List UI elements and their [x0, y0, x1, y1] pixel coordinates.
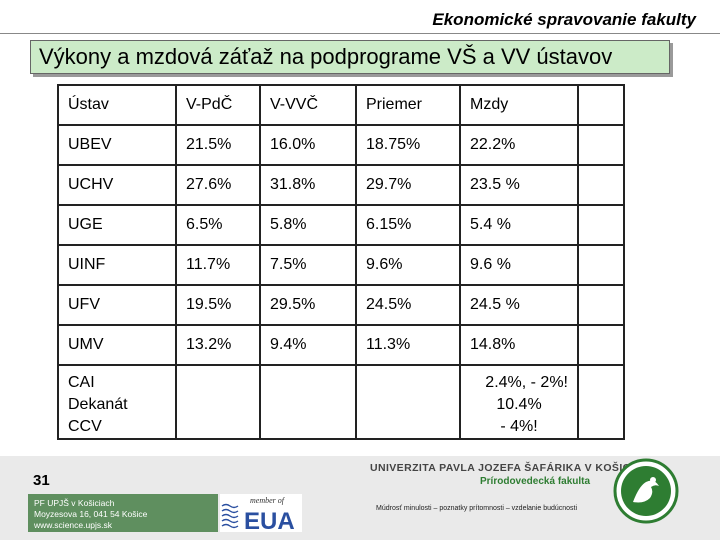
column-header: Mzdy: [459, 84, 579, 126]
table-cell: 5.8%: [259, 204, 357, 246]
column-header: Ústav: [57, 84, 177, 126]
unit-cai: CAI: [68, 374, 95, 391]
table-cell: [577, 284, 625, 326]
table-cell: UFV: [57, 284, 177, 326]
table-cell: [577, 164, 625, 206]
table-cell-wages: 2.4%, - 2%! 10.4% - 4%!: [459, 364, 579, 440]
table-cell: [577, 124, 625, 166]
eua-logo: member of EUA: [220, 494, 302, 532]
unit-dekanat: Dekanát: [68, 396, 128, 413]
table-cell: 6.15%: [355, 204, 461, 246]
header-title: Ekonomické spravovanie fakulty: [432, 10, 696, 29]
faculty-emblem-icon: [613, 458, 679, 524]
table-cell: UBEV: [57, 124, 177, 166]
table-row: UMV 13.2% 9.4% 11.3% 14.8%: [57, 324, 625, 366]
table-cell: 11.7%: [175, 244, 261, 286]
table-cell: 16.0%: [259, 124, 357, 166]
faculty-motto: Múdrosť minulosti – poznatky prítomnosti…: [376, 505, 578, 512]
table-row: UGE 6.5% 5.8% 6.15% 5.4 %: [57, 204, 625, 246]
table-cell: 11.3%: [355, 324, 461, 366]
table-cell: 9.6 %: [459, 244, 579, 286]
table-cell: 14.8%: [459, 324, 579, 366]
table-cell: 9.4%: [259, 324, 357, 366]
table-cell: 21.5%: [175, 124, 261, 166]
table-cell: 19.5%: [175, 284, 261, 326]
address-line: www.science.upjs.sk: [34, 520, 112, 530]
eua-logo-graphic: member of EUA: [221, 496, 295, 532]
table-cell: 23.5 %: [459, 164, 579, 206]
slide-title: Výkony a mzdová záťaž na podprograme VŠ …: [30, 40, 670, 74]
table-cell: [577, 244, 625, 286]
column-header: V-PdČ: [175, 84, 261, 126]
table-cell: [355, 364, 461, 440]
table-cell: 24.5 %: [459, 284, 579, 326]
address-line: PF UPJŠ v Košiciach: [34, 498, 115, 508]
table-cell: [577, 364, 625, 440]
column-header: [577, 84, 625, 126]
table-cell: 27.6%: [175, 164, 261, 206]
table-cell: UCHV: [57, 164, 177, 206]
table-cell: 9.6%: [355, 244, 461, 286]
performance-table: Ústav V-PdČ V-VVČ Priemer Mzdy UBEV 21.5…: [57, 84, 625, 440]
table-row: UINF 11.7% 7.5% 9.6% 9.6 %: [57, 244, 625, 286]
table-cell: 5.4 %: [459, 204, 579, 246]
table-cell: UINF: [57, 244, 177, 286]
table-cell: [577, 324, 625, 366]
table-cell: UGE: [57, 204, 177, 246]
header-divider: [0, 33, 720, 34]
table-header-row: Ústav V-PdČ V-VVČ Priemer Mzdy: [57, 84, 625, 126]
faculty-name: Prírodovedecká fakulta: [480, 476, 591, 487]
university-name: UNIVERZITA PAVLA JOZEFA ŠAFÁRIKA V KOŠIC…: [370, 462, 658, 474]
table-cell-units: CAI Dekanát CCV: [57, 364, 177, 440]
table-cell: 18.75%: [355, 124, 461, 166]
unit-ccv: CCV: [68, 418, 102, 435]
wage-cai: 2.4%, - 2%!: [485, 374, 568, 391]
address-line: Moyzesova 16, 041 54 Košice: [34, 509, 148, 519]
table-row: UFV 19.5% 29.5% 24.5% 24.5 %: [57, 284, 625, 326]
wage-ccv: - 4%!: [500, 418, 538, 435]
table-cell: 13.2%: [175, 324, 261, 366]
table-cell: 31.8%: [259, 164, 357, 206]
table-cell: 24.5%: [355, 284, 461, 326]
table-cell: 7.5%: [259, 244, 357, 286]
table-row: UBEV 21.5% 16.0% 18.75% 22.2%: [57, 124, 625, 166]
eua-member-of: member of: [250, 496, 286, 505]
table-cell: [577, 204, 625, 246]
table-cell: 29.5%: [259, 284, 357, 326]
faculty-address-box: PF UPJŠ v Košiciach Moyzesova 16, 041 54…: [28, 494, 218, 532]
table-row: UCHV 27.6% 31.8% 29.7% 23.5 %: [57, 164, 625, 206]
column-header: Priemer: [355, 84, 461, 126]
table-cell: UMV: [57, 324, 177, 366]
eua-name: EUA: [244, 508, 295, 532]
table-row-central-units: CAI Dekanát CCV 2.4%, - 2%! 10.4% - 4%!: [57, 364, 625, 440]
wage-dekanat: 10.4%: [496, 396, 542, 413]
slide-number: 31: [33, 472, 50, 489]
table-cell: [259, 364, 357, 440]
table-cell: 22.2%: [459, 124, 579, 166]
table-cell: 6.5%: [175, 204, 261, 246]
table-cell: [175, 364, 261, 440]
column-header: V-VVČ: [259, 84, 357, 126]
table-cell: 29.7%: [355, 164, 461, 206]
